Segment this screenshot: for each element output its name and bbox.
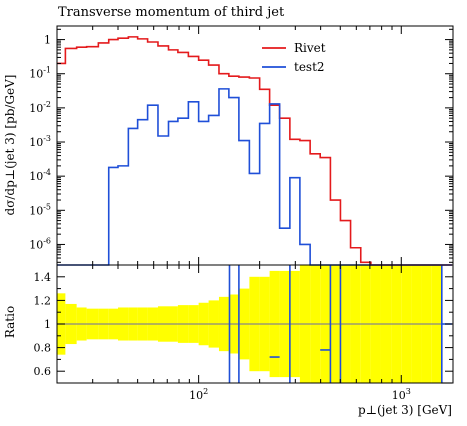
y-tick-label: 10-6: [29, 236, 51, 251]
y-ticks-main: [57, 28, 453, 263]
y-tick-label: 10-2: [29, 100, 51, 115]
series-line-rivet: [57, 36, 452, 266]
ratio-tick-label: 0.8: [34, 342, 52, 355]
series-line-test2: [57, 88, 452, 266]
y-axis-label-ratio: Ratio: [3, 306, 17, 338]
x-ticks: [56, 26, 402, 383]
ratio-tick-label: 1.4: [34, 271, 52, 284]
chart-title: Transverse momentum of third jet: [58, 5, 285, 20]
ratio-tick-label: 1.2: [34, 294, 52, 307]
y-tick-label: 1: [44, 34, 51, 47]
ratio-tick-label: 1: [44, 318, 51, 331]
x-tick-label: 102: [189, 387, 208, 402]
y-tick-label: 10-3: [29, 134, 51, 149]
y-ticks-ratio: [57, 264, 453, 384]
legend-label-rivet: Rivet: [294, 41, 326, 55]
ratio-line-rivet: [57, 323, 452, 384]
x-axis-label: p⊥(jet 3) [GeV]: [358, 403, 452, 417]
y-tick-label: 10-5: [29, 202, 51, 217]
x-tick-label: 103: [392, 387, 411, 402]
main-frame: [56, 25, 454, 266]
y-tick-label: 10-1: [29, 66, 51, 81]
y-axis-label-main: dσ/dp⊥(jet 3) [pb/GeV]: [3, 75, 17, 216]
ratio-series-test2: [228, 265, 452, 383]
y-tick-label: 10-4: [29, 168, 51, 183]
ratio-tick-label: 0.6: [34, 365, 52, 378]
legend-label-test2: test2: [294, 60, 325, 74]
